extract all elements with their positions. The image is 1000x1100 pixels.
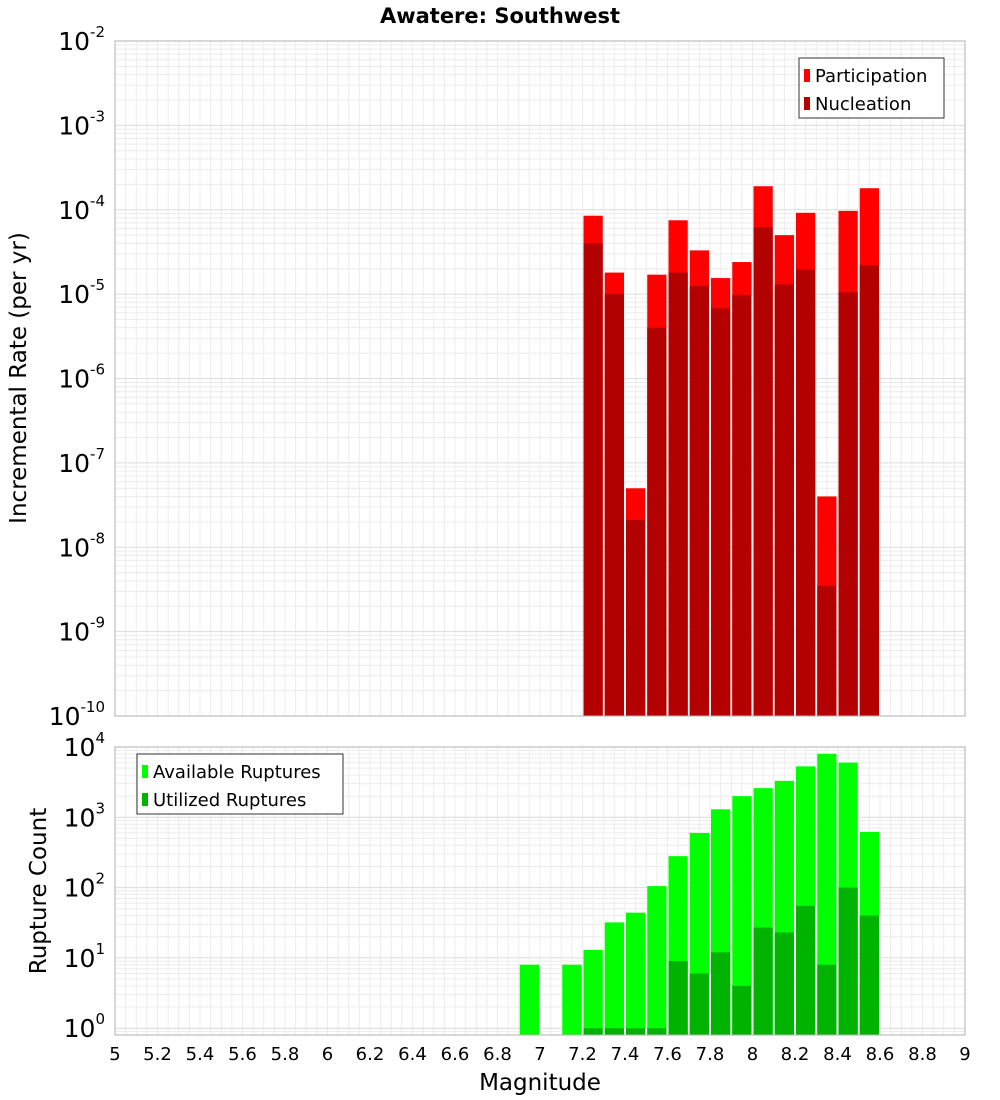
count-bar-b: [732, 985, 752, 1035]
rate-y-tick-label: 10-3: [58, 107, 105, 140]
rate-bar-b: [838, 292, 858, 716]
rate-y-axis-label: Incremental Rate (per yr): [6, 232, 32, 524]
count-bar-a: [519, 964, 539, 1035]
x-tick-label: 6: [322, 1044, 333, 1065]
rate-panel: 10-10 10-9 10-8 10-7 10-6 10-5 10-4 10-3 10-2 In…: [6, 23, 966, 731]
x-tick-label: 7: [534, 1044, 545, 1065]
x-tick-label: 5.6: [228, 1044, 257, 1065]
rate-bar-b: [711, 308, 731, 716]
x-tick-label: 6.2: [356, 1044, 385, 1065]
rate-y-tick-label: 10-8: [58, 529, 105, 562]
count-bar-b: [753, 927, 773, 1035]
count-bar-a: [732, 796, 752, 1035]
x-tick-label: 7.8: [696, 1044, 725, 1065]
x-tick-label: 5.8: [271, 1044, 300, 1065]
x-axis-label: Magnitude: [479, 1070, 601, 1096]
x-tick-label: 5: [109, 1044, 120, 1065]
count-legend-swatch: [142, 793, 148, 806]
count-panel: 100 101 102 103 104 Rupture Count Available …: [26, 729, 971, 1096]
count-y-tick-label: 100: [64, 1010, 105, 1043]
rate-bar-b: [626, 520, 646, 716]
count-bar-b: [647, 1028, 667, 1035]
chart-title: Awatere: Southwest: [380, 4, 620, 28]
rate-legend-label: Nucleation: [815, 94, 911, 115]
count-y-axis-label: Rupture Count: [26, 808, 52, 974]
x-tick-label: 8.8: [908, 1044, 937, 1065]
count-bar-a: [583, 949, 603, 1035]
rate-y-tick-label: 10-6: [58, 361, 105, 394]
rate-bar-b: [796, 269, 816, 716]
count-legend-label: Utilized Ruptures: [153, 790, 306, 811]
count-bar-b: [859, 915, 879, 1035]
count-bar-a: [562, 964, 582, 1035]
rate-y-tick-label: 10-4: [58, 192, 105, 225]
rate-bar-b: [859, 265, 879, 716]
x-tick-label: 7.4: [611, 1044, 640, 1065]
count-legend-box: [136, 753, 344, 815]
rate-bar-b: [732, 294, 752, 716]
x-tick-label: 8.4: [823, 1044, 852, 1065]
count-bar-b: [583, 1028, 603, 1035]
rate-bar-b: [647, 327, 667, 716]
rate-legend-box: [798, 57, 945, 119]
x-tick-label: 8.6: [866, 1044, 895, 1065]
rate-legend: Participation Nucleation: [798, 57, 945, 119]
x-tick-label: 9: [959, 1044, 970, 1065]
x-tick-label: 7.2: [568, 1044, 597, 1065]
count-legend-swatch: [142, 765, 148, 778]
count-bar-b: [838, 887, 858, 1035]
x-tick-label: 5.2: [143, 1044, 172, 1065]
rate-bar-b: [689, 285, 709, 716]
x-tick-label: 6.4: [398, 1044, 427, 1065]
x-tick-label: 8.2: [781, 1044, 810, 1065]
rate-y-tick-label: 10-2: [58, 23, 105, 56]
count-bar-b: [774, 932, 794, 1035]
count-y-tick-labels: 100 101 102 103 104: [64, 729, 105, 1043]
x-tick-label: 8: [747, 1044, 758, 1065]
rate-y-tick-label: 10-9: [58, 614, 105, 647]
rate-bar-b: [668, 272, 688, 716]
rate-legend-swatch: [804, 69, 810, 82]
count-bar-b: [817, 964, 837, 1035]
count-legend-label: Available Ruptures: [153, 762, 321, 783]
rate-bar-b: [583, 243, 603, 717]
rate-y-tick-label: 10-7: [58, 445, 105, 478]
count-y-tick-label: 104: [64, 729, 105, 762]
rate-plot-border: [114, 40, 966, 717]
x-tick-label: 7.6: [653, 1044, 682, 1065]
rate-y-tick-labels: 10-10 10-9 10-8 10-7 10-6 10-5 10-4 10-3 10-2: [49, 23, 105, 731]
rate-y-tick-label: 10-10: [49, 698, 105, 731]
rate-bar-b: [817, 585, 837, 716]
rate-bar-b: [753, 227, 773, 716]
count-legend: Available Ruptures Utilized Ruptures: [136, 753, 344, 815]
x-tick-labels: 5 5.2 5.4 5.6 5.8 6 6.2 6.4 6.6 6.8 7 7.2 7.4 7.6 7.8 8…: [109, 1044, 970, 1065]
rate-bar-b: [774, 284, 794, 716]
count-plot-border: [114, 746, 966, 1036]
rate-legend-label: Participation: [815, 66, 927, 87]
rate-bar-b: [604, 294, 624, 716]
count-bar-a: [647, 886, 667, 1035]
rate-legend-swatch: [804, 97, 810, 110]
rate-gridlines: [114, 40, 966, 717]
count-bar-b: [796, 905, 816, 1035]
count-y-tick-label: 101: [64, 940, 105, 973]
count-bars: [519, 753, 879, 1035]
rate-y-tick-label: 10-5: [58, 276, 105, 309]
count-bar-b: [668, 961, 688, 1035]
count-bar-b: [626, 1028, 646, 1035]
x-tick-label: 5.4: [186, 1044, 215, 1065]
count-bar-a: [604, 922, 624, 1035]
count-bar-b: [604, 1028, 624, 1035]
count-y-tick-label: 102: [64, 870, 105, 903]
rate-bars: [583, 186, 879, 717]
x-tick-label: 6.8: [483, 1044, 512, 1065]
count-bar-b: [711, 952, 731, 1035]
count-bar-a: [626, 912, 646, 1035]
count-y-tick-label: 103: [64, 799, 105, 832]
count-bar-b: [689, 973, 709, 1035]
x-tick-label: 6.6: [441, 1044, 470, 1065]
